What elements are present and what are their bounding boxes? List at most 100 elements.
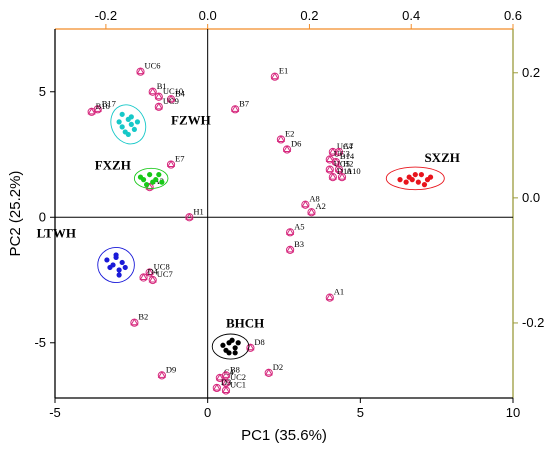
loading-marker [93, 104, 102, 112]
loading-point: D9 [157, 364, 176, 380]
loading-label: UC3 [334, 149, 350, 159]
loading-label: D10 [337, 166, 352, 176]
loading-marker [325, 293, 334, 301]
loading-marker [154, 102, 163, 110]
sample-point [116, 272, 122, 278]
loading-marker [276, 135, 286, 142]
group-ellipse [133, 167, 169, 189]
loading-label: E1 [279, 66, 288, 76]
loading-label: D9 [166, 364, 176, 374]
loading-point: H2 [334, 159, 353, 174]
loading-marker [157, 371, 166, 378]
loading-marker [145, 268, 154, 275]
sample-point [412, 171, 418, 178]
loading-marker [185, 212, 194, 220]
sample-point [144, 182, 150, 188]
top-tick-label: 0.0 [199, 8, 217, 23]
y-tick-label: 0 [39, 209, 46, 224]
sample-point [229, 337, 235, 343]
loading-label: A8 [309, 194, 319, 204]
axis-ticks: -5 0 5 10 -5 0 5 -0.2 0.0 0.2 0.4 0.6 0.2 0.0 -0.2 [34, 8, 544, 420]
loading-point: A1 [325, 287, 344, 302]
loading-marker [136, 67, 145, 75]
top-tick-label: 0.6 [504, 8, 522, 23]
loading-label: UC10 [163, 86, 183, 96]
group-label: BHCH [226, 316, 264, 331]
sample-point [418, 171, 424, 178]
y-tick-label: -5 [34, 335, 46, 350]
group-ellipse [97, 246, 135, 283]
loading-point: E7 [166, 154, 184, 169]
loading-point: B14 [331, 151, 355, 167]
loading-point: A8 [301, 194, 320, 209]
loading-label: B7 [239, 98, 249, 108]
loading-label: B14 [340, 151, 355, 161]
sample-point [150, 179, 156, 185]
loading-point: B2 [130, 312, 148, 327]
loading-point: B1 [148, 81, 167, 96]
loading-label: C4 [224, 367, 235, 377]
sample-point [409, 177, 415, 183]
loading-label: D6 [291, 138, 301, 148]
loading-point: A2 [307, 201, 326, 217]
sample-point [119, 259, 125, 266]
loading-marker [334, 147, 344, 155]
loading-point: UC7 [148, 269, 173, 285]
loading-point: UC10 [154, 86, 183, 101]
loading-point: H1 [185, 206, 204, 222]
sample-point [125, 131, 131, 138]
sample-point [403, 179, 409, 185]
group-ellipse [385, 166, 445, 191]
loading-point: D6 [282, 138, 301, 154]
group-label: LTWH [37, 225, 76, 240]
sample-point [232, 350, 238, 356]
loading-label: D4 [148, 267, 159, 277]
sample-point [147, 171, 153, 178]
loading-point: D8 [246, 337, 265, 352]
sample-point [107, 264, 113, 271]
loading-label: UC7 [157, 269, 173, 279]
sample-point [397, 177, 403, 183]
loading-label: B8 [230, 364, 240, 374]
top-tick-label: 0.4 [402, 8, 420, 23]
loading-marker [282, 145, 292, 152]
group-ellipse [211, 333, 250, 360]
sample-point [119, 124, 125, 130]
top-tick-label: -0.2 [95, 8, 117, 23]
loading-label: A7 [343, 141, 353, 151]
loading-label: E2 [285, 128, 294, 138]
loading-marker [331, 157, 340, 165]
loading-marker [270, 72, 279, 80]
group-label: FXZH [95, 158, 131, 173]
loading-point: A7 [334, 141, 353, 157]
loading-label: D2 [273, 362, 283, 372]
sample-point [421, 182, 428, 188]
sample-point [131, 126, 137, 133]
sample-point [220, 342, 226, 348]
loading-label: A2 [315, 201, 325, 211]
loading-marker [166, 160, 176, 168]
y-tick-label: 5 [39, 84, 46, 99]
group-fxzh [133, 167, 169, 189]
loading-label: UC5 [334, 159, 350, 169]
x-tick-label: 10 [506, 405, 520, 420]
loading-label: B16 [96, 101, 110, 111]
loading-point: B16 [87, 101, 110, 116]
loading-marker [337, 172, 347, 180]
group-clusters: FZWH FXZH SXZH LTWH BHCH [37, 104, 460, 360]
sample-point [128, 121, 134, 127]
loading-marker [264, 368, 273, 376]
loading-label: B2 [138, 312, 148, 322]
x-tick-label: -5 [49, 405, 61, 420]
loading-marker [221, 378, 231, 386]
group-fzwh [110, 104, 147, 145]
loading-label: UC4 [337, 141, 354, 151]
loading-marker [325, 155, 334, 163]
loading-point: UC6 [136, 61, 161, 76]
loading-label: B4 [175, 88, 186, 98]
right-tick-label: 0.2 [522, 65, 540, 80]
loading-marker [286, 227, 295, 235]
loading-point: D3 [212, 377, 231, 393]
